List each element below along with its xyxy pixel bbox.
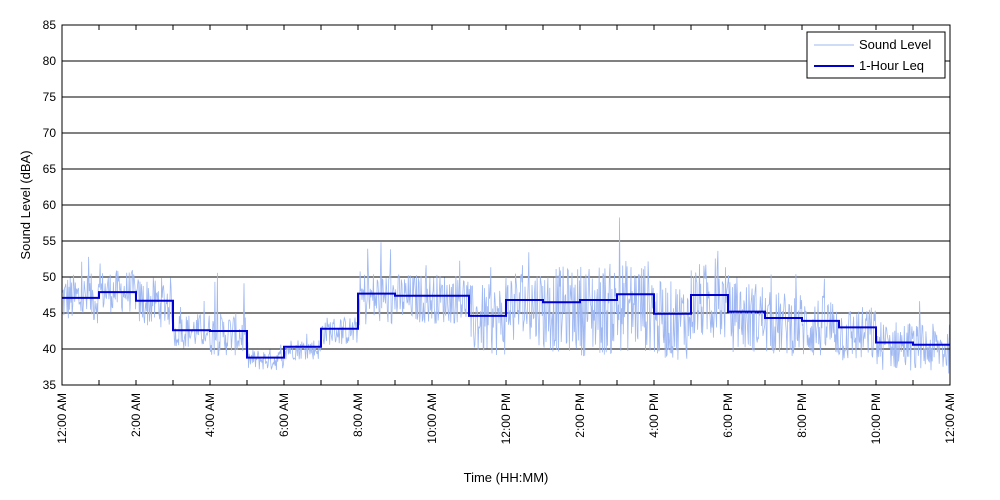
legend: Sound Level 1-Hour Leq xyxy=(806,31,946,79)
legend-box xyxy=(806,31,946,79)
y-tick-label: 80 xyxy=(43,54,57,68)
y-tick-label: 35 xyxy=(43,378,57,392)
legend-label-1-hour-leq: 1-Hour Leq xyxy=(859,58,924,73)
x-tick-label: 12:00 AM xyxy=(943,393,957,444)
y-tick-label: 40 xyxy=(43,342,57,356)
y-tick-label: 65 xyxy=(43,162,57,176)
x-tick-label: 2:00 AM xyxy=(129,393,143,437)
series-line-1-hour-leq xyxy=(62,291,950,359)
plot-series xyxy=(61,217,951,374)
x-tick-label: 10:00 AM xyxy=(425,393,439,444)
y-tick-label: 85 xyxy=(43,18,57,32)
x-tick-label: 12:00 AM xyxy=(55,393,69,444)
x-tick-label: 8:00 PM xyxy=(795,393,809,438)
x-axis-title: Time (HH:MM) xyxy=(464,470,549,485)
x-tick-label: 6:00 PM xyxy=(721,393,735,438)
legend-label-sound-level: Sound Level xyxy=(859,37,931,52)
x-tick-label: 8:00 AM xyxy=(351,393,365,437)
y-axis-title: Sound Level (dBA) xyxy=(18,150,33,259)
x-tick-label: 10:00 PM xyxy=(869,393,883,444)
y-tick-label: 75 xyxy=(43,90,57,104)
x-tick-label: 4:00 PM xyxy=(647,393,661,438)
y-tick-label: 60 xyxy=(43,198,57,212)
y-tick-label: 55 xyxy=(43,234,57,248)
x-tick-label: 12:00 PM xyxy=(499,393,513,444)
y-tick-label: 45 xyxy=(43,306,57,320)
x-tick-label: 2:00 PM xyxy=(573,393,587,438)
y-tick-label: 70 xyxy=(43,126,57,140)
x-tick-label: 6:00 AM xyxy=(277,393,291,437)
x-tick-label: 4:00 AM xyxy=(203,393,217,437)
y-tick-label: 50 xyxy=(43,270,57,284)
axis-ticks: 35 40 45 50 55 60 65 70 75 80 85 12:00 AM 2:00 AM 4:0… xyxy=(43,18,957,444)
